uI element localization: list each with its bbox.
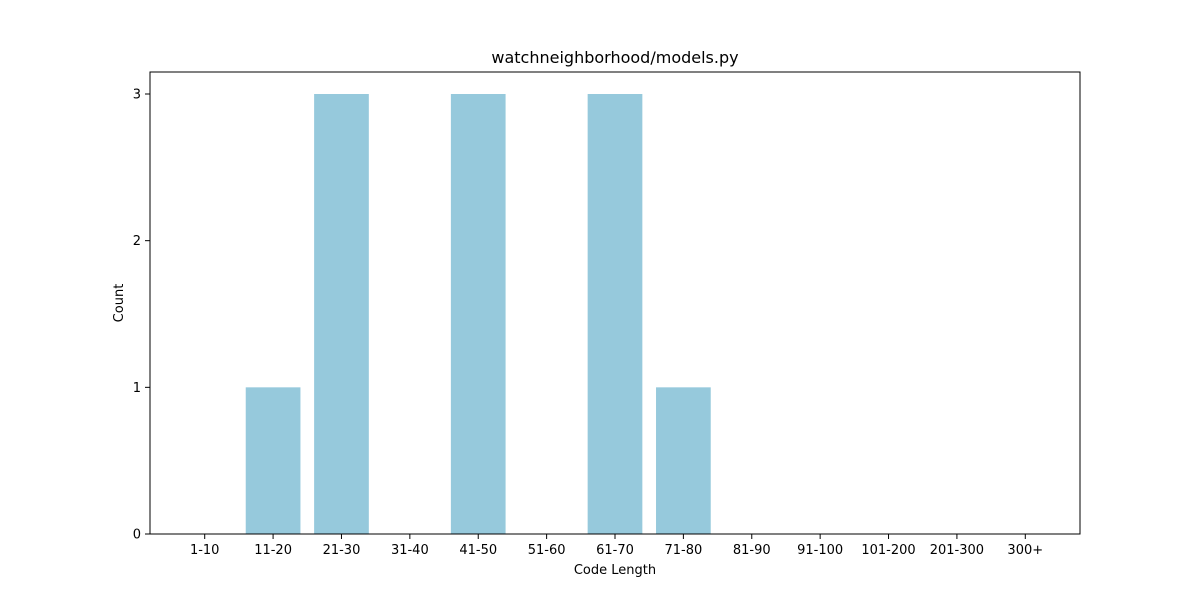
y-axis-label: Count: [112, 284, 127, 323]
x-tick-label: 101-200: [861, 543, 915, 558]
y-ticks: 0 1 2 3: [133, 88, 150, 543]
bar-41-50: [450, 94, 506, 534]
x-tick-label: 71-80: [664, 543, 702, 558]
x-tick-label: 201-300: [930, 543, 984, 558]
x-tick-label: 81-90: [733, 543, 771, 558]
x-tick-label: 31-40: [391, 543, 429, 558]
x-tick-label: 21-30: [323, 543, 361, 558]
x-tick-label: 91-100: [797, 543, 843, 558]
y-tick-label: 1: [133, 381, 141, 396]
x-ticks: 1-10 11-20 21-30 31-40 41-50 51-60 61-70 71-80 8…: [190, 534, 1043, 558]
bars-layer: [245, 94, 711, 534]
bar-21-30: [314, 94, 369, 534]
y-tick-label: 0: [133, 528, 141, 543]
x-tick-label: 41-50: [459, 543, 497, 558]
chart-title: watchneighborhood/models.py: [491, 48, 738, 67]
y-tick-label: 2: [133, 234, 141, 249]
bar-11-20: [245, 387, 301, 534]
x-tick-label: 1-10: [190, 543, 220, 558]
y-tick-label: 3: [133, 88, 141, 103]
x-tick-label: 51-60: [528, 543, 566, 558]
bar-61-70: [587, 94, 643, 534]
x-tick-label: 61-70: [596, 543, 634, 558]
x-tick-label: 11-20: [254, 543, 292, 558]
x-axis-label: Code Length: [574, 563, 656, 578]
x-tick-label: 300+: [1007, 543, 1043, 558]
bar-71-80: [656, 387, 711, 534]
